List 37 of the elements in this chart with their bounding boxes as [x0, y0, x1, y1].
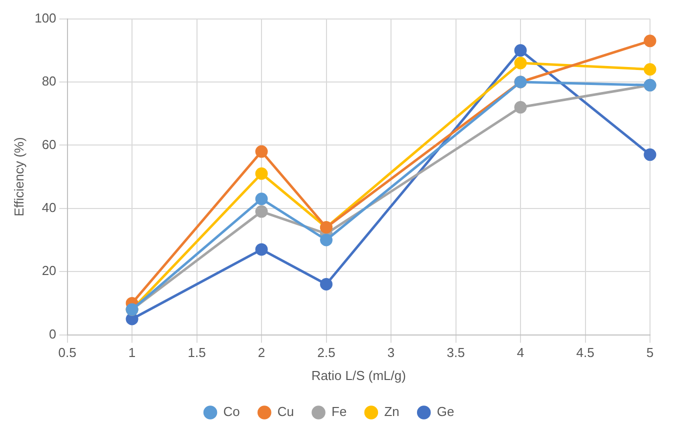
y-axis-title: Efficiency (%): [11, 137, 26, 216]
y-tick-label: 0: [49, 326, 56, 342]
legend-label: Co: [223, 404, 240, 420]
point: [644, 63, 656, 76]
legend-label: Ge: [436, 404, 454, 420]
point: [514, 56, 527, 70]
y-tick-label: 60: [42, 136, 56, 152]
point: [644, 148, 656, 161]
point: [320, 234, 333, 246]
y-tick-label: 20: [42, 263, 56, 278]
point: [255, 192, 268, 206]
y-tick-label: 40: [42, 200, 56, 215]
point: [514, 44, 527, 57]
x-tick-label: 2: [258, 345, 266, 360]
x-tick-label: 2.5: [317, 345, 336, 360]
x-axis-title: Ratio L/S (mL/g): [311, 368, 406, 383]
point: [320, 278, 333, 290]
point: [126, 312, 138, 326]
x-tick-label: 3: [387, 345, 395, 360]
x-tick-label: 1.5: [188, 345, 206, 360]
legend-label: Cu: [277, 404, 294, 420]
legend-label: Fe: [332, 404, 347, 420]
x-tick-label: 5: [646, 345, 654, 360]
y-tick-label: 80: [42, 74, 56, 89]
x-tick-label: 1: [128, 345, 136, 360]
legend-label: Zn: [384, 404, 400, 420]
point: [255, 145, 268, 158]
x-tick-label: 3.5: [446, 345, 465, 360]
point: [255, 243, 268, 256]
point: [644, 34, 656, 48]
x-tick-label: 4: [516, 345, 524, 360]
x-tick-label: 0.5: [58, 345, 76, 360]
point: [255, 205, 268, 218]
point: [514, 101, 527, 114]
x-tick-label: 4.5: [576, 345, 594, 360]
point: [255, 167, 268, 180]
y-tick-label: 100: [34, 10, 56, 26]
